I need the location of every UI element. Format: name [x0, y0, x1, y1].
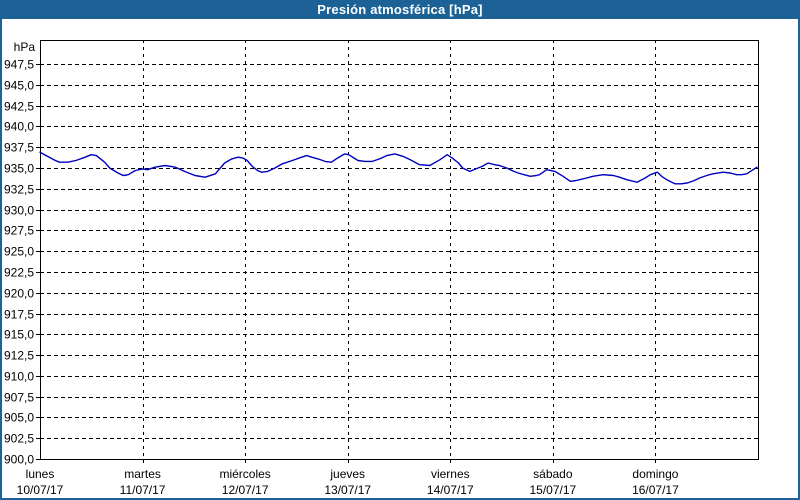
y-tick-label: 900,0	[4, 453, 34, 467]
day-date-label: 15/07/17	[529, 483, 576, 497]
day-name-label: sábado	[533, 467, 573, 481]
day-name-label: jueves	[329, 467, 365, 481]
day-name-label: lunes	[26, 467, 55, 481]
y-tick-label: 945,0	[4, 79, 34, 93]
y-tick-label: 907,5	[4, 391, 34, 405]
x-axis-labels: lunes 10/07/17 martes 11/07/17 miércoles 12/0…	[17, 467, 679, 497]
y-tick-label: 935,0	[4, 162, 34, 176]
y-tick-label: 925,0	[4, 245, 34, 259]
day-date-label: 10/07/17	[17, 483, 64, 497]
day-name-label: domingo	[632, 467, 678, 481]
y-tick-label: 942,5	[4, 100, 34, 114]
y-axis-labels: 947,5 945,0 942,5 940,0 937,5 935,0 932,5 930,0…	[4, 58, 34, 467]
plot-frame	[40, 40, 759, 460]
y-tick-label: 932,5	[4, 183, 34, 197]
pressure-series-line	[39, 151, 758, 185]
day-name-label: martes	[124, 467, 161, 481]
y-axis-unit-label: hPa	[14, 40, 36, 54]
y-tick-label: 947,5	[4, 58, 34, 72]
axes	[36, 40, 759, 463]
chart-title: Presión atmosférica [hPa]	[317, 2, 483, 17]
day-date-label: 12/07/17	[222, 483, 269, 497]
y-tick-label: 910,0	[4, 370, 34, 384]
day-date-label: 11/07/17	[120, 483, 166, 497]
gridlines	[40, 40, 758, 459]
y-tick-label: 915,0	[4, 328, 34, 342]
y-tick-label: 937,5	[4, 141, 34, 155]
y-tick-label: 905,0	[4, 411, 34, 425]
y-tick-label: 927,5	[4, 224, 34, 238]
day-date-label: 16/07/17	[632, 483, 679, 497]
y-tick-label: 912,5	[4, 349, 34, 363]
y-tick-label: 920,0	[4, 287, 34, 301]
chart-title-bar: Presión atmosférica [hPa]	[0, 0, 800, 19]
y-tick-label: 922,5	[4, 266, 34, 280]
day-date-label: 14/07/17	[427, 483, 474, 497]
y-tick-label: 917,5	[4, 308, 34, 322]
day-date-label: 13/07/17	[324, 483, 371, 497]
y-tick-label: 902,5	[4, 432, 34, 446]
y-tick-label: 930,0	[4, 204, 34, 218]
day-name-label: miércoles	[219, 467, 270, 481]
day-name-label: viernes	[431, 467, 470, 481]
y-tick-label: 940,0	[4, 120, 34, 134]
